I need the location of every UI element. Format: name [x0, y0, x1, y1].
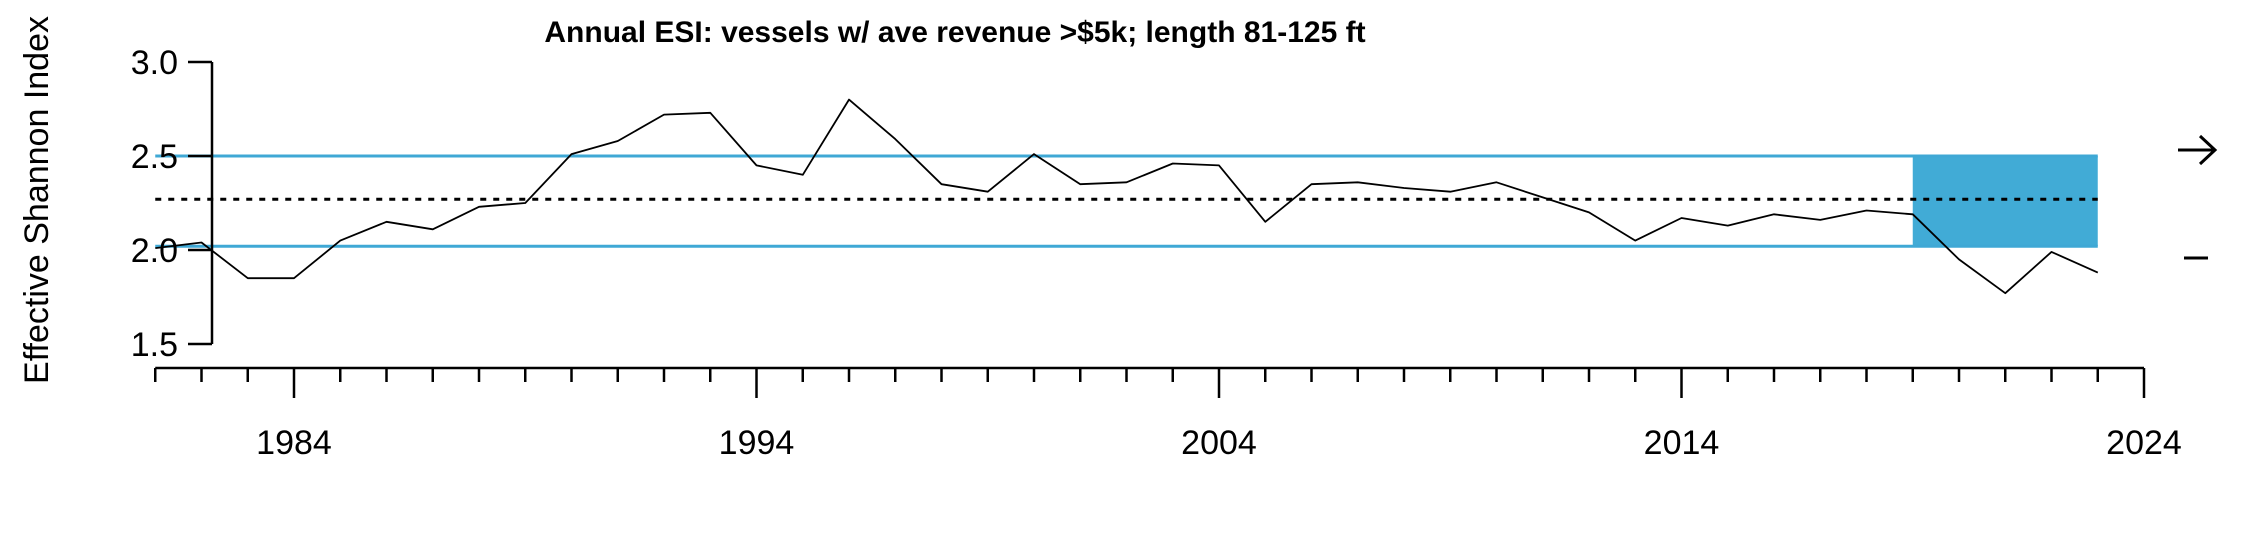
- series-layer: [155, 98, 2099, 295]
- x-tick-label: 2004: [1181, 424, 1257, 462]
- esi-series-line: [155, 98, 2099, 295]
- x-tick-label: 1984: [256, 424, 332, 462]
- right-arrow-icon: [2178, 134, 2218, 166]
- y-axis: 1.5 2.0 2.5 3.0: [131, 44, 214, 364]
- y-tick-label: 2.5: [131, 138, 178, 176]
- chart-title: Annual ESI: vessels w/ ave revenue >$5k;…: [544, 16, 1365, 49]
- highlight-band-layer: [1912, 156, 2098, 247]
- highlight-band: [1912, 156, 2098, 247]
- y-axis-title: Effective Shannon Index: [18, 16, 56, 384]
- y-tick-label: 1.5: [131, 326, 178, 364]
- trend-indicators: [2178, 134, 2218, 260]
- x-axis: 1984 1994 2004 2014 2024: [154, 366, 2182, 462]
- y-tick-label: 3.0: [131, 44, 178, 82]
- x-tick-label: 1994: [719, 424, 795, 462]
- x-tick-label: 2014: [1644, 424, 1720, 462]
- y-tick-label: 2.0: [131, 232, 178, 270]
- reference-lines-layer: [155, 154, 2098, 248]
- x-tick-label: 2024: [2106, 424, 2182, 462]
